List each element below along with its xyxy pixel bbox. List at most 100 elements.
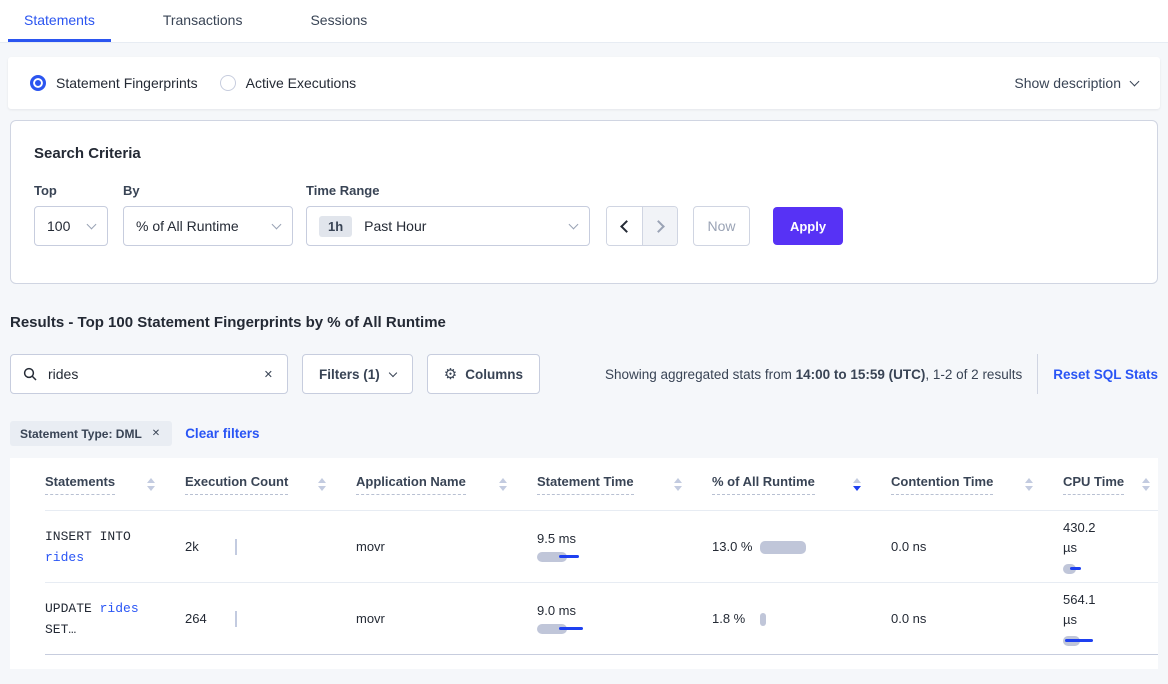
time-range-label: Time Range [306, 183, 380, 198]
cpu-time-cell: 564.1 µs [1063, 583, 1158, 654]
execution-count-value: 2k [185, 539, 199, 554]
filter-chip: Statement Type: DML ✕ [10, 421, 173, 446]
apply-button[interactable]: Apply [773, 207, 843, 245]
pct-runtime-cell: 13.0 % [712, 511, 891, 582]
column-header-label: Contention Time [891, 474, 994, 495]
table-row: UPDATE rides SET… 264 movr 9.0 ms 1.8 % … [45, 583, 1158, 655]
cpu-time-value: 430.2 µs [1063, 520, 1096, 555]
contention-time-value: 0.0 ns [891, 611, 927, 626]
clear-search-icon[interactable]: ✕ [263, 368, 273, 381]
chevron-down-icon [271, 219, 282, 229]
radio-selected-icon [30, 75, 46, 91]
chevron-left-icon [620, 219, 633, 233]
summary-suffix: , 1-2 of 2 results [925, 366, 1023, 382]
column-header-cpu-time[interactable]: CPU Time [1063, 474, 1158, 495]
next-time-range-button[interactable] [642, 207, 677, 245]
cpu-time-bar [1063, 563, 1123, 575]
column-header-application-name[interactable]: Application Name [356, 474, 537, 495]
table-header-row: Statements Execution Count Application N… [45, 458, 1158, 511]
pct-runtime-bar [760, 612, 766, 626]
statement-link[interactable]: rides [45, 549, 85, 565]
reset-sql-stats-link[interactable]: Reset SQL Stats [1053, 366, 1158, 382]
columns-button[interactable]: ⚙ Columns [426, 354, 540, 394]
remove-filter-icon[interactable]: ✕ [151, 428, 161, 439]
results-heading: Results - Top 100 Statement Fingerprints… [10, 314, 446, 331]
statement-text: SET… [45, 621, 77, 637]
column-header-label: CPU Time [1063, 474, 1125, 495]
radio-active-executions[interactable]: Active Executions [219, 75, 357, 91]
sort-icon [853, 477, 861, 491]
tab-sessions[interactable]: Sessions [294, 0, 383, 42]
search-criteria-form: Top 100 By % of All Runtime Time Range 1… [34, 183, 1134, 246]
pct-runtime-bar [760, 540, 806, 554]
clear-filters-link[interactable]: Clear filters [185, 426, 260, 441]
radio-label: Statement Fingerprints [56, 75, 198, 91]
contention-time-cell: 0.0 ns [891, 511, 1063, 582]
statement-time-value: 9.0 ms [537, 602, 577, 618]
column-header-label: Execution Count [185, 474, 289, 495]
tab-label: Statements [24, 11, 95, 28]
top-field: Top 100 [34, 183, 123, 246]
results-toolbar: ✕ Filters (1) ⚙ Columns Showing aggregat… [10, 354, 1158, 394]
pct-runtime-value: 13.0 % [712, 538, 753, 554]
column-header-label: Statements [45, 474, 116, 495]
pct-runtime-value: 1.8 % [712, 610, 746, 626]
application-name-cell: movr [356, 511, 537, 582]
top-select[interactable]: 100 [34, 206, 108, 246]
execution-count-value: 264 [185, 611, 207, 626]
statement-link[interactable]: rides [99, 600, 139, 616]
column-header-execution-count[interactable]: Execution Count [185, 474, 356, 495]
statement-time-cell: 9.0 ms [537, 583, 712, 654]
tab-statements[interactable]: Statements [8, 0, 111, 42]
statement-cell: UPDATE rides SET… [45, 583, 185, 654]
chevron-down-icon [568, 219, 579, 229]
sort-icon [318, 477, 326, 491]
column-header-contention-time[interactable]: Contention Time [891, 474, 1063, 495]
execution-count-bar [235, 610, 237, 627]
contention-time-value: 0.0 ns [891, 539, 927, 554]
by-field: By % of All Runtime [123, 183, 306, 246]
chevron-down-icon [1129, 76, 1140, 86]
application-name-value: movr [356, 611, 385, 626]
radio-label: Active Executions [245, 75, 357, 91]
by-select[interactable]: % of All Runtime [123, 206, 293, 246]
tab-transactions[interactable]: Transactions [147, 0, 259, 42]
sort-icon [147, 477, 155, 491]
statement-text: UPDATE [45, 600, 100, 616]
chevron-down-icon [86, 219, 97, 229]
statement-cell: INSERT INTO rides [45, 511, 185, 582]
sort-icon [1025, 477, 1033, 491]
results-summary-group: Showing aggregated stats from 14:00 to 1… [605, 354, 1158, 394]
columns-button-label: Columns [465, 366, 523, 382]
tab-bar: Statements Transactions Sessions [0, 0, 1168, 43]
column-header-pct-of-all-runtime[interactable]: % of All Runtime [712, 474, 891, 495]
show-description-toggle[interactable]: Show description [1014, 75, 1140, 91]
summary-prefix: Showing aggregated stats from [605, 366, 796, 382]
radio-statement-fingerprints[interactable]: Statement Fingerprints [30, 75, 198, 91]
sort-icon [674, 477, 682, 491]
search-input[interactable] [46, 365, 262, 383]
summary-time-range: 14:00 to 15:59 (UTC) [795, 366, 926, 382]
time-range-select[interactable]: 1h Past Hour [306, 206, 590, 246]
filter-chip-row: Statement Type: DML ✕ Clear filters [10, 421, 1158, 446]
sort-icon [1142, 477, 1150, 491]
statement-time-value: 9.5 ms [537, 530, 577, 546]
vertical-divider [1037, 354, 1039, 394]
previous-time-range-button[interactable] [607, 207, 642, 245]
execution-count-cell: 264 [185, 583, 356, 654]
time-range-value: Past Hour [364, 218, 427, 234]
column-header-statement-time[interactable]: Statement Time [537, 474, 712, 495]
filters-button[interactable]: Filters (1) [302, 354, 413, 394]
column-header-statements[interactable]: Statements [45, 474, 185, 495]
results-summary: Showing aggregated stats from 14:00 to 1… [605, 367, 1022, 382]
tab-label: Transactions [162, 11, 243, 28]
application-name-cell: movr [356, 583, 537, 654]
sort-icon [499, 477, 507, 491]
radio-unselected-icon [219, 75, 236, 91]
statement-time-cell: 9.5 ms [537, 511, 712, 582]
now-button[interactable]: Now [693, 206, 750, 246]
by-label: By [123, 183, 140, 198]
statement-time-bar [537, 551, 597, 563]
show-description-label: Show description [1014, 75, 1121, 91]
search-icon [23, 367, 37, 381]
